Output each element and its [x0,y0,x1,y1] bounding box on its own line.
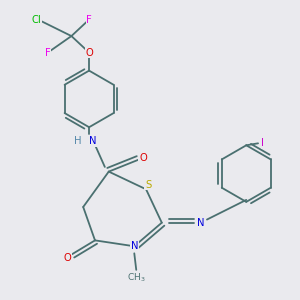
Text: Cl: Cl [31,15,41,25]
Text: S: S [145,180,151,190]
Text: I: I [261,138,264,148]
Text: F: F [45,48,51,58]
Text: H: H [74,136,82,146]
Text: O: O [64,253,71,263]
Text: O: O [139,153,147,163]
Text: F: F [86,15,92,25]
Text: N: N [130,241,138,251]
Text: N: N [89,136,97,146]
Text: CH$_3$: CH$_3$ [127,272,146,284]
Text: N: N [197,218,205,228]
Text: O: O [85,48,93,58]
